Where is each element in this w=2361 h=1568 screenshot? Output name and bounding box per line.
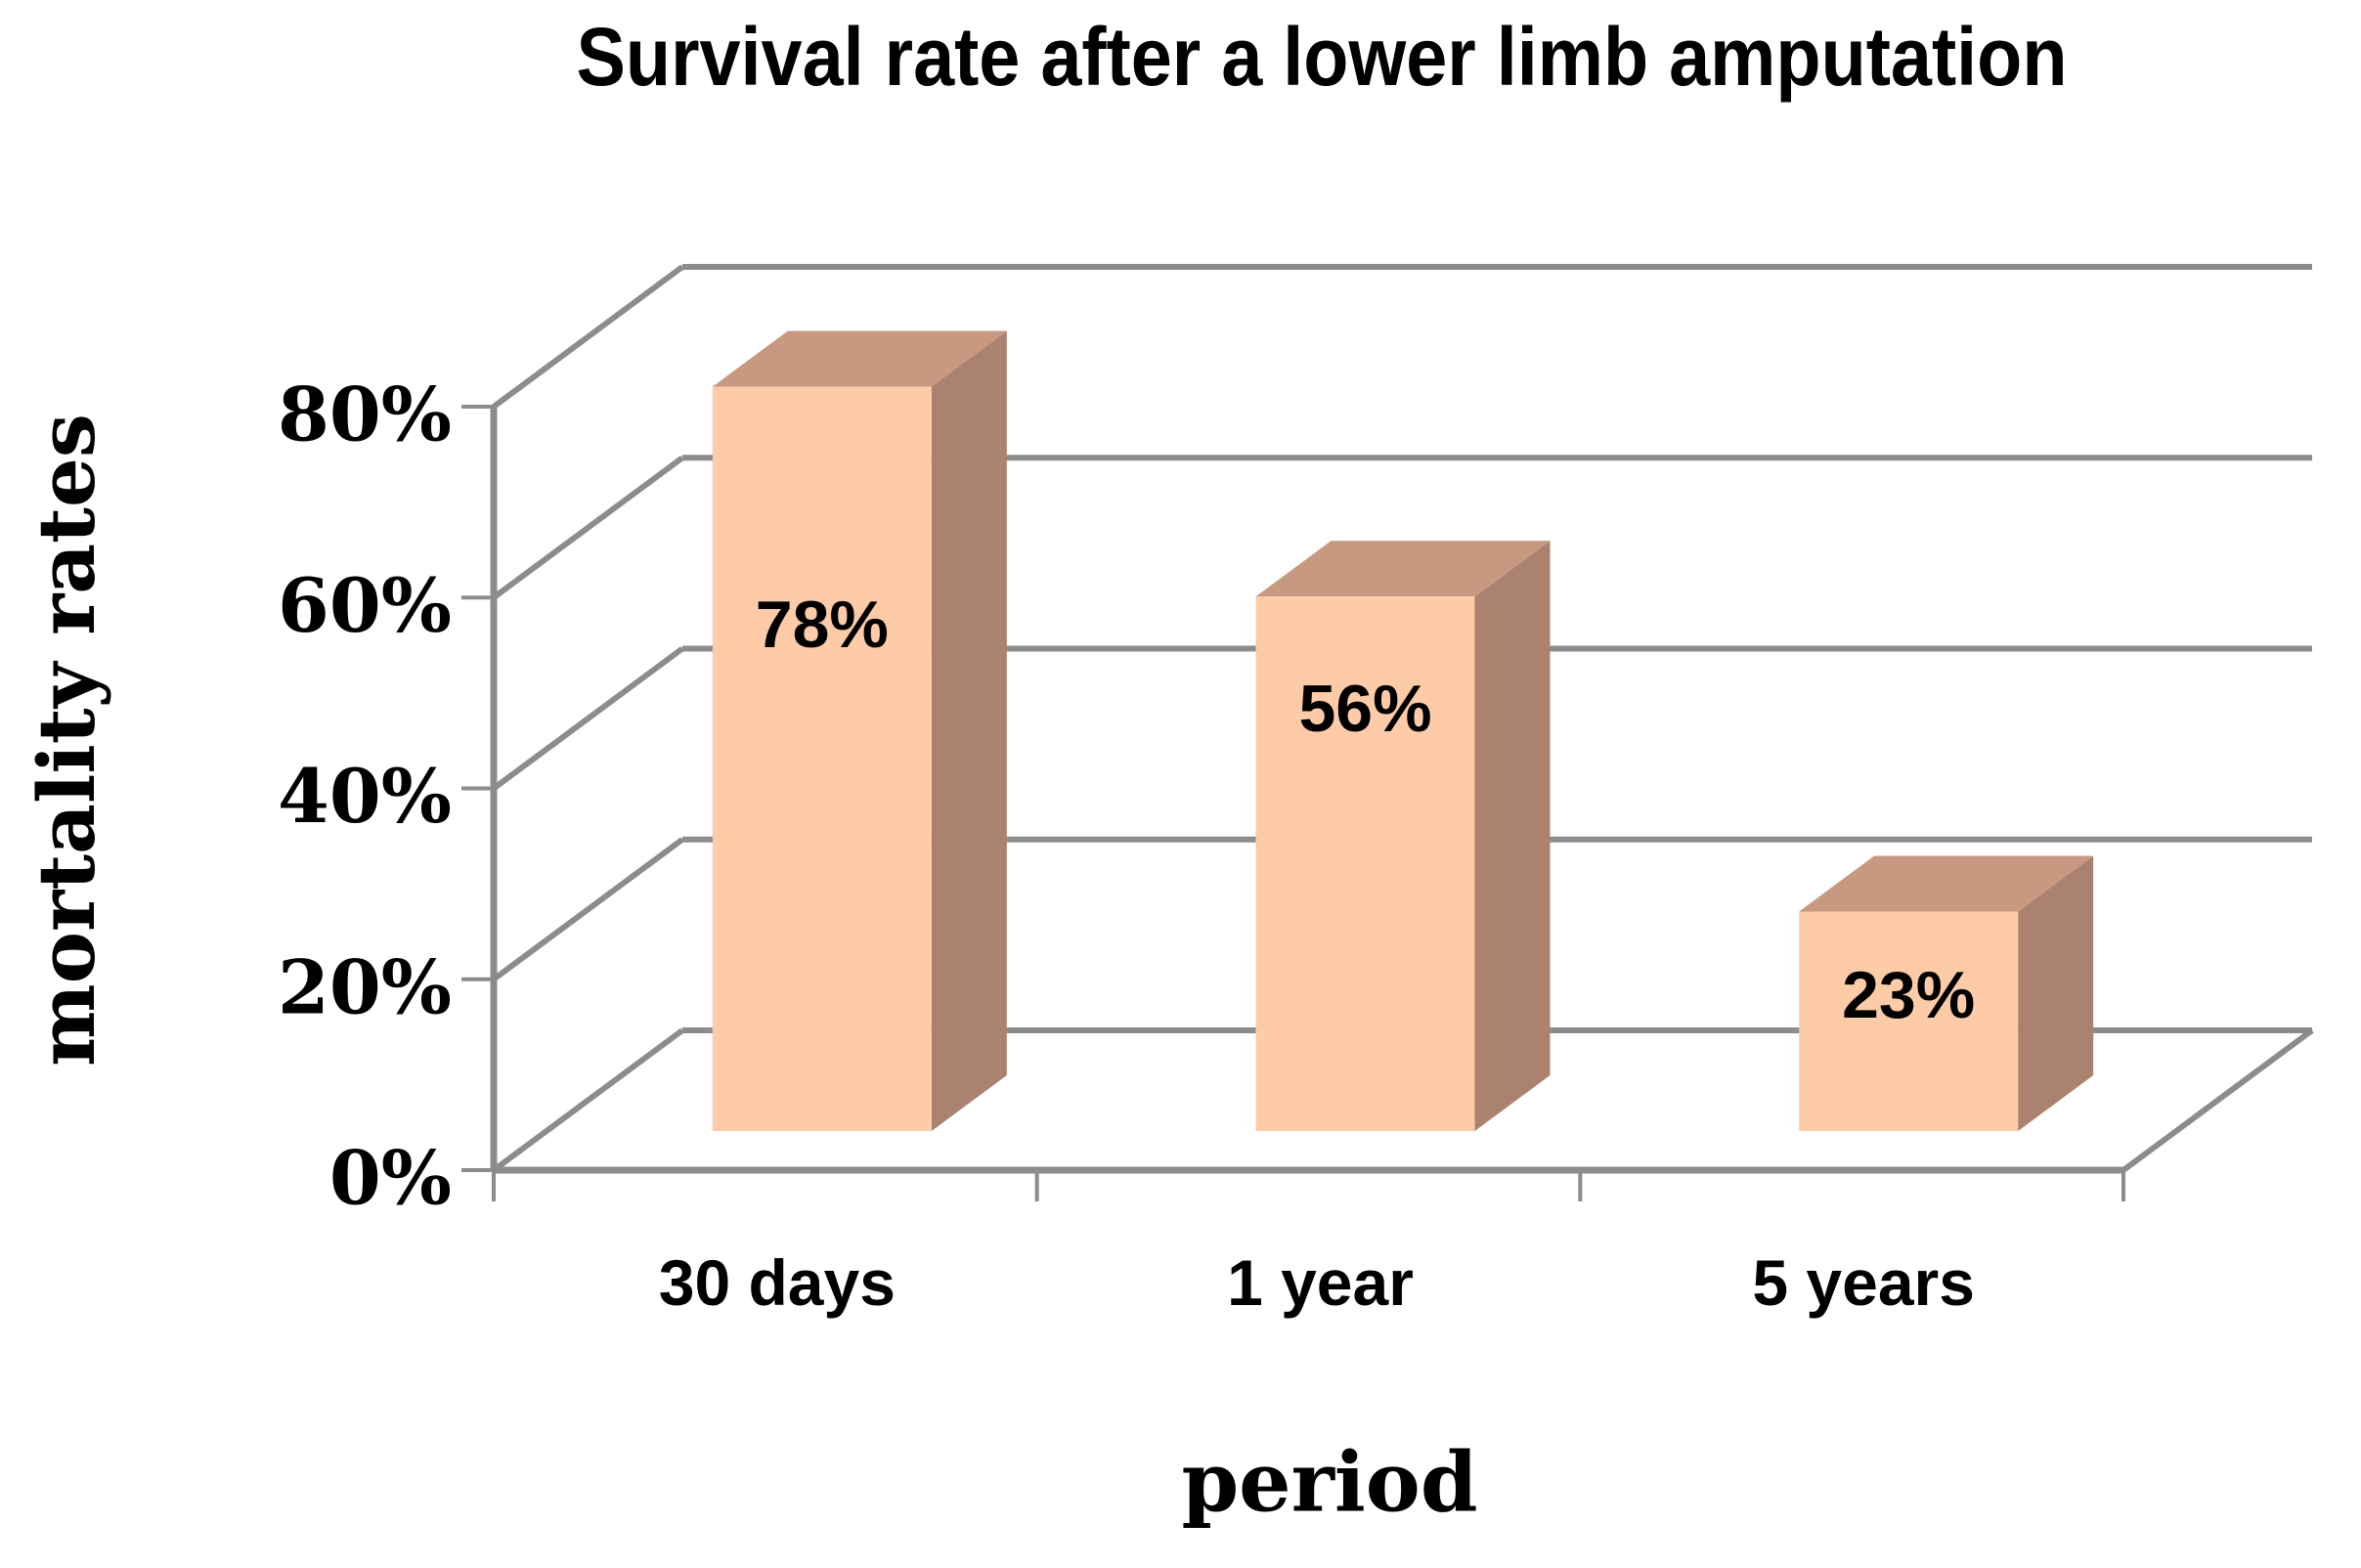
bar-data-label: 23%	[1842, 958, 1975, 1032]
bar-data-label: 78%	[756, 588, 889, 662]
bar-side-face	[1474, 541, 1551, 1131]
y-tick-label: 60%	[278, 562, 452, 649]
y-tick-label: 0%	[329, 1135, 452, 1222]
chart-title: Survival rate after a lower limb amputat…	[576, 11, 2068, 103]
floor-left-edge	[492, 1027, 684, 1173]
bar-side-face	[931, 330, 1007, 1131]
bar-front-face	[1255, 596, 1475, 1131]
bar-data-label: 56%	[1298, 672, 1431, 746]
bar-top-face	[1799, 855, 2094, 912]
gridline-wall-diagonal-80	[492, 264, 684, 410]
x-category-label: 1 year	[1227, 1246, 1414, 1319]
y-tick-label: 40%	[278, 753, 452, 840]
y-axis-title: mortality rates	[21, 414, 112, 1067]
floor-right-edge	[2121, 1027, 2314, 1173]
gridline-wall-diagonal-60	[492, 455, 684, 600]
y-tick-label: 20%	[278, 943, 452, 1030]
y-tick-label: 80%	[278, 371, 452, 458]
bar-top-face	[712, 330, 1007, 387]
x-axis-title: period	[1181, 1433, 1478, 1531]
bar-front-face	[1799, 911, 2019, 1131]
bar-front-face	[712, 386, 932, 1131]
x-category-label: 30 days	[659, 1246, 896, 1319]
x-category-label: 5 years	[1752, 1246, 1975, 1319]
gridline-wall-diagonal-40	[492, 646, 684, 791]
bar-top-face	[1255, 541, 1551, 597]
bar-side-face	[2018, 855, 2094, 1131]
gridline-wall-diagonal-20	[492, 837, 684, 982]
